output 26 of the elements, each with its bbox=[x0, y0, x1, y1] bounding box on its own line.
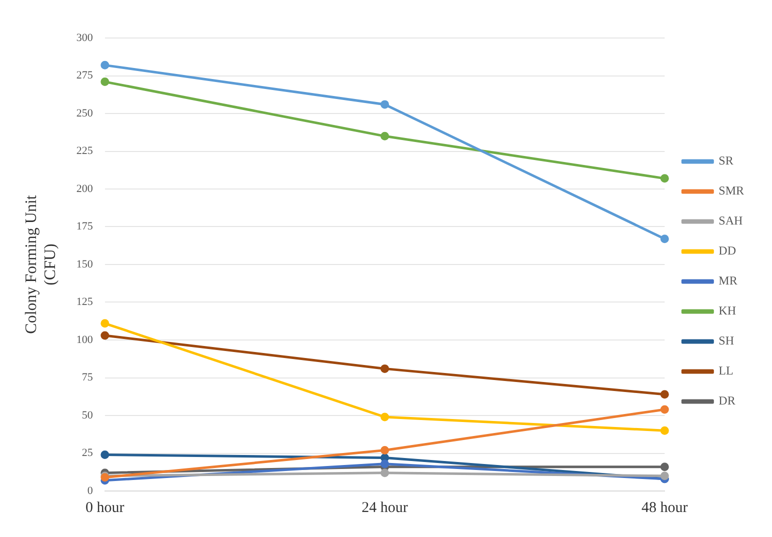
y-tick-label: 275 bbox=[76, 70, 94, 82]
legend-label: DD bbox=[718, 244, 736, 258]
y-tick-label: 50 bbox=[82, 409, 94, 422]
legend-label: KH bbox=[718, 304, 736, 318]
y-axis-title: Colony Forming Unit (CFU) bbox=[22, 194, 60, 334]
legend-label: SAH bbox=[718, 214, 743, 228]
y-tick-label: 100 bbox=[76, 334, 94, 346]
y-tick-label: 250 bbox=[76, 107, 94, 120]
y-tick-label: 225 bbox=[76, 145, 94, 158]
x-tick-label: 24 hour bbox=[362, 500, 408, 516]
legend-label: SR bbox=[718, 154, 734, 168]
legend-label: SH bbox=[718, 334, 734, 348]
y-tick-label: 125 bbox=[76, 296, 94, 308]
y-tick-label: 0 bbox=[87, 484, 94, 497]
legend-label: LL bbox=[718, 364, 734, 378]
y-tick-label: 75 bbox=[82, 372, 94, 384]
legend-label: MR bbox=[718, 274, 738, 288]
x-tick-label: 0 hour bbox=[86, 500, 124, 516]
y-tick-label: 200 bbox=[76, 182, 94, 195]
y-tick-label: 175 bbox=[76, 220, 94, 233]
y-tick-label: 150 bbox=[76, 258, 94, 270]
legend-label: SMR bbox=[718, 184, 744, 198]
y-tick-label: 25 bbox=[82, 447, 94, 460]
x-tick-label: 48 hour bbox=[642, 500, 688, 516]
legend-label: DR bbox=[718, 394, 736, 408]
y-tick-label: 300 bbox=[76, 32, 94, 44]
